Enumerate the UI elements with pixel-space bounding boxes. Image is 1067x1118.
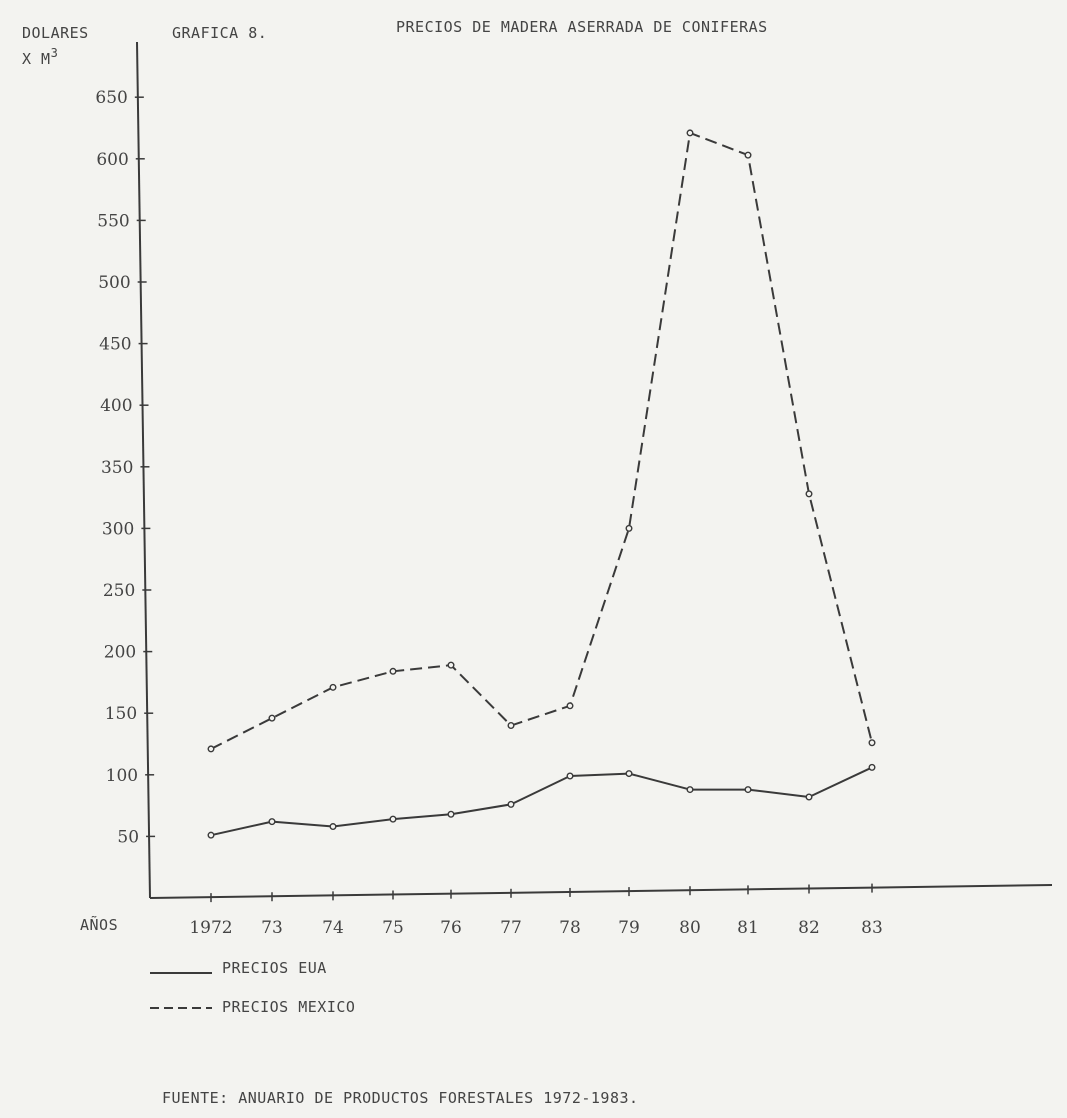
- x-axis-label: AÑOS: [80, 915, 118, 934]
- x-tick-label: 76: [440, 918, 462, 938]
- data-point-eua: [805, 793, 813, 801]
- y-tick-label: 100: [106, 766, 138, 786]
- x-tick-label: 1972: [189, 918, 232, 938]
- data-point-eua: [329, 823, 337, 831]
- y-tick-label: 550: [97, 211, 129, 231]
- data-point-mexico: [686, 129, 694, 137]
- y-tick-label: 450: [99, 335, 131, 355]
- y-tick-label: 50: [117, 827, 139, 847]
- data-point-mexico: [868, 739, 876, 747]
- x-tick-label: 78: [559, 918, 581, 938]
- data-point-eua: [744, 786, 752, 794]
- y-axis-line: [136, 41, 151, 899]
- figure-label: GRAFICA 8.: [172, 24, 267, 42]
- x-tick-label: 75: [382, 918, 404, 938]
- x-tick-label: 83: [861, 918, 883, 938]
- legend-label-mexico: PRECIOS MEXICO: [222, 998, 355, 1016]
- x-tick-label: 77: [500, 918, 522, 938]
- y-tick-label: 300: [102, 519, 134, 539]
- data-point-eua: [389, 815, 397, 823]
- y-tick-label: 350: [101, 458, 133, 478]
- x-tick-label: 82: [798, 918, 820, 938]
- data-point-mexico: [566, 702, 574, 710]
- series-line-mexico: [210, 131, 873, 750]
- data-point-mexico: [207, 745, 215, 753]
- chart-title: PRECIOS DE MADERA ASERRADA DE CONIFERAS: [396, 18, 768, 36]
- x-tick-label: 73: [261, 918, 283, 938]
- x-tick-label: 79: [618, 918, 640, 938]
- data-point-eua: [268, 818, 276, 826]
- data-point-mexico: [744, 151, 752, 159]
- data-point-eua: [507, 800, 515, 808]
- data-point-mexico: [805, 490, 813, 498]
- y-tick-label: 500: [98, 273, 130, 293]
- x-tick-label: 74: [322, 918, 344, 938]
- y-tick-label: 600: [96, 150, 128, 170]
- y-tick-label: 650: [95, 88, 127, 108]
- data-point-mexico: [507, 722, 515, 730]
- x-tick-label: 80: [679, 918, 701, 938]
- data-point-mexico: [389, 667, 397, 675]
- data-point-eua: [625, 770, 633, 778]
- data-point-mexico: [447, 661, 455, 669]
- y-tick-label: 150: [105, 704, 137, 724]
- source-note: FUENTE: ANUARIO DE PRODUCTOS FORESTALES …: [162, 1089, 639, 1107]
- x-tick-label: 81: [737, 918, 759, 938]
- y-axis-label-line1: DOLARES: [22, 24, 89, 42]
- data-point-mexico: [268, 714, 276, 722]
- legend-label-eua: PRECIOS EUA: [222, 959, 327, 977]
- data-point-mexico: [625, 524, 633, 532]
- y-tick-label: 250: [103, 581, 135, 601]
- y-tick-label: 400: [100, 396, 132, 416]
- data-point-eua: [566, 772, 574, 780]
- legend: PRECIOS EUA PRECIOS MEXICO: [150, 959, 355, 1016]
- y-axis-label-line2: X M3: [22, 46, 58, 68]
- series-line-eua: [210, 766, 873, 837]
- data-point-mexico: [329, 683, 337, 691]
- x-axis-line: [149, 884, 1053, 899]
- data-point-eua: [207, 831, 215, 839]
- data-point-eua: [686, 786, 694, 794]
- y-tick-label: 200: [104, 643, 136, 663]
- data-point-eua: [868, 763, 876, 771]
- data-point-eua: [447, 810, 455, 818]
